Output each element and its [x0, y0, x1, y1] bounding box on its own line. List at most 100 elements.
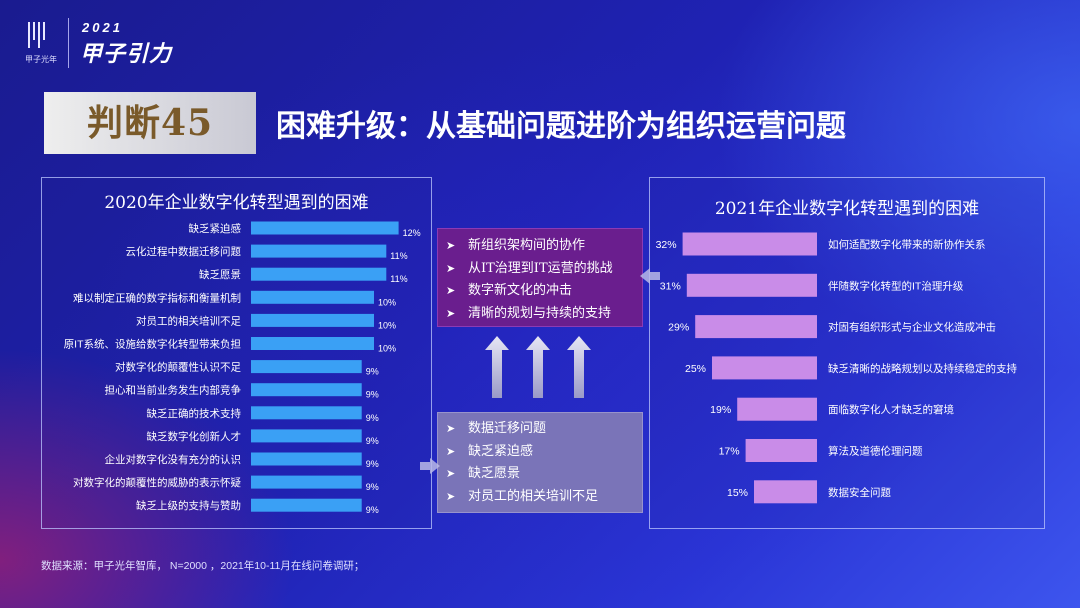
- new-challenges-list: ➤ 新组织架构间的协作 ➤ 从IT治理到IT运营的挑战 ➤ 数字新文化的冲击 ➤ 清晰的…: [438, 229, 642, 325]
- bar: [251, 244, 387, 258]
- logo-mark-icon: [28, 22, 48, 48]
- arrow-left-icon: [640, 268, 660, 284]
- category-label: 缺乏上级的支持与赞助: [136, 499, 241, 512]
- value-label: 12%: [403, 228, 421, 238]
- category-label: 缺乏清晰的战略规划以及持续稳定的支持: [828, 362, 1017, 375]
- value-label: 9%: [366, 367, 379, 377]
- category-label: 对数字化的颠覆性的威胁的表示怀疑: [73, 476, 241, 489]
- arrow-right-icon: [420, 458, 440, 474]
- chart-2021-title: 2021年企业数字化转型遇到的困难: [714, 199, 980, 219]
- category-label: 面临数字化人才缺乏的窘境: [828, 403, 954, 416]
- judgement-badge: 判断45: [44, 92, 256, 154]
- value-label: 9%: [366, 482, 379, 492]
- bar: [682, 232, 817, 256]
- bar: [251, 383, 362, 397]
- category-label: 原IT系统、设施给数字化转型带来负担: [64, 338, 241, 351]
- category-label: 缺乏数字化创新人才: [147, 430, 242, 443]
- value-label: 11%: [390, 274, 407, 284]
- category-label: 对数字化的颠覆性认识不足: [115, 361, 241, 374]
- category-label: 云化过程中数据迁移问题: [126, 245, 242, 258]
- bar: [251, 406, 362, 420]
- value-label: 10%: [378, 297, 396, 307]
- chart-2020-title: 2020年企业数字化转型遇到的困难: [104, 193, 369, 213]
- chart-2021: 32% 如何适配数字化带来的新协作关系 31% 伴随数字化转型的IT治理升级 29% 对固…: [656, 232, 1017, 504]
- bar: [251, 267, 387, 281]
- category-label: 企业对数字化没有充分的认识: [105, 453, 242, 466]
- value-label: 9%: [366, 436, 379, 446]
- list-item: ➤ 缺乏紧迫感: [446, 441, 642, 464]
- value-label: 10%: [378, 320, 396, 330]
- value-label: 10%: [378, 344, 396, 354]
- category-label: 对员工的相关培训不足: [136, 314, 241, 327]
- category-label: 担心和当前业务发生内部竞争: [105, 384, 242, 397]
- old-challenges-list: ➤ 数据迁移问题 ➤ 缺乏紧迫感 ➤ 缺乏愿景 ➤ 对员工的相关培训不足: [438, 413, 642, 508]
- chart-2020: 缺乏紧迫感 12% 云化过程中数据迁移问题 11% 缺乏愿景 11% 难以制定正确的数字指标…: [64, 221, 421, 515]
- bar: [251, 429, 362, 443]
- old-challenges-box: ➤ 数据迁移问题 ➤ 缺乏紧迫感 ➤ 缺乏愿景 ➤ 对员工的相关培训不足: [437, 412, 643, 513]
- judgement-badge-label: 判断45: [86, 102, 214, 144]
- bar: [251, 221, 399, 235]
- new-challenges-box: ➤ 新组织架构间的协作 ➤ 从IT治理到IT运营的挑战 ➤ 数字新文化的冲击 ➤ 清晰的…: [437, 228, 643, 327]
- brand-logo: 甲子光年 2021 甲子引力: [24, 18, 174, 74]
- chart-2020-panel: 2020年企业数字化转型遇到的困难 缺乏紧迫感 12% 云化过程中数据迁移问题 11%…: [41, 177, 432, 529]
- value-label: 9%: [366, 390, 379, 400]
- bar: [695, 315, 817, 339]
- bar: [737, 397, 817, 421]
- chevron-right-icon: ➤: [446, 306, 456, 320]
- value-label: 19%: [710, 404, 731, 416]
- bar: [251, 290, 374, 304]
- chevron-right-icon: ➤: [446, 467, 456, 480]
- bar: [251, 337, 374, 350]
- page-title: 困难升级：从基础问题进阶为组织运营问题: [276, 109, 846, 144]
- list-item: ➤ 清晰的规划与持续的支持: [446, 303, 642, 326]
- chevron-right-icon: ➤: [446, 284, 456, 297]
- value-label: 25%: [685, 363, 706, 375]
- bar: [251, 360, 362, 374]
- category-label: 难以制定正确的数字指标和衡量机制: [73, 291, 241, 304]
- chevron-right-icon: ➤: [446, 239, 456, 252]
- list-item: ➤ 缺乏愿景: [446, 463, 642, 486]
- list-item: ➤ 数据迁移问题: [446, 418, 642, 441]
- category-label: 如何适配数字化带来的新协作关系: [828, 238, 986, 251]
- logo-event-name: 甲子引力: [80, 41, 173, 66]
- category-label: 缺乏愿景: [199, 268, 241, 281]
- arrow-up-icon: [567, 336, 591, 398]
- value-label: 9%: [366, 505, 379, 515]
- value-label: 11%: [390, 251, 407, 261]
- chevron-right-icon: ➤: [446, 489, 456, 503]
- list-item: ➤ 对员工的相关培训不足: [446, 486, 642, 509]
- list-item: ➤ 从IT治理到IT运营的挑战: [446, 258, 642, 281]
- chart-2021-panel: 2021年企业数字化转型遇到的困难 32% 如何适配数字化带来的新协作关系 31% 伴…: [649, 177, 1045, 529]
- value-label: 31%: [660, 280, 681, 292]
- value-label: 32%: [656, 239, 677, 251]
- arrow-up-icon: [526, 336, 550, 398]
- bar: [712, 356, 817, 380]
- value-label: 29%: [668, 322, 689, 334]
- value-label: 9%: [366, 459, 379, 469]
- bar: [251, 498, 362, 512]
- value-label: 17%: [719, 446, 740, 458]
- value-label: 15%: [727, 487, 748, 499]
- category-label: 伴随数字化转型的IT治理升级: [828, 279, 964, 292]
- category-label: 缺乏正确的技术支持: [147, 407, 242, 420]
- chevron-right-icon: ➤: [446, 261, 456, 275]
- bar: [251, 475, 362, 489]
- upgrade-arrows: [485, 336, 591, 398]
- category-label: 算法及道德伦理问题: [828, 445, 923, 458]
- list-item: ➤ 数字新文化的冲击: [446, 280, 642, 303]
- data-source-note: 数据来源：甲子光年智库， N=2000 ，2021年10-11月在线问卷调研；: [41, 560, 365, 572]
- chevron-right-icon: ➤: [446, 422, 456, 435]
- logo-year: 2021: [82, 20, 123, 35]
- bar: [686, 273, 817, 297]
- logo-brand-name: 甲子光年: [25, 55, 57, 64]
- category-label: 缺乏紧迫感: [189, 222, 242, 235]
- bar: [745, 439, 817, 462]
- value-label: 9%: [366, 413, 379, 423]
- category-label: 对固有组织形式与企业文化造成冲击: [828, 321, 996, 334]
- logo-divider: [68, 18, 69, 68]
- bar: [754, 480, 817, 504]
- chevron-right-icon: ➤: [446, 444, 456, 458]
- bar: [251, 452, 362, 466]
- arrow-up-icon: [485, 336, 509, 398]
- category-label: 数据安全问题: [828, 486, 891, 499]
